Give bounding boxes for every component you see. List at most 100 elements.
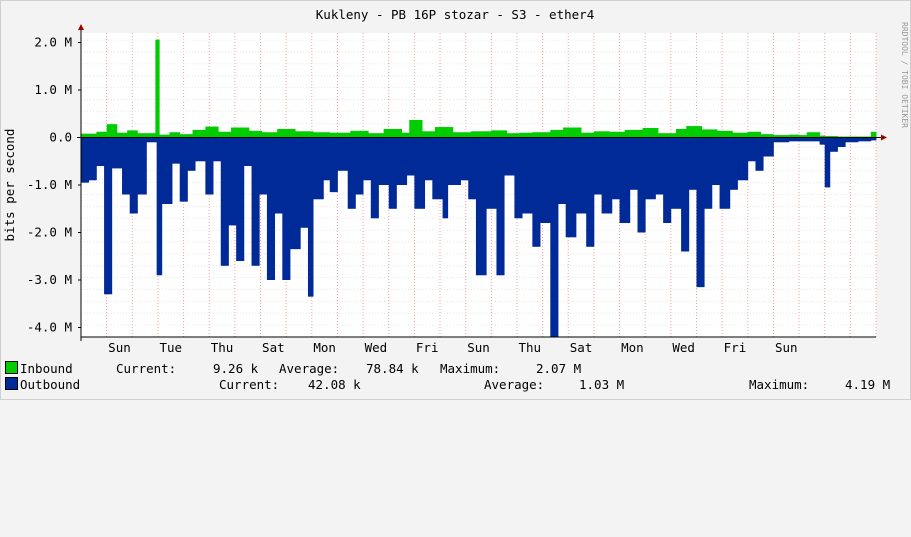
inbound-area-segment — [196, 129, 199, 138]
outbound-area-segment — [95, 137, 97, 181]
outbound-area-segment — [91, 137, 93, 181]
outbound-area-segment — [275, 137, 278, 214]
inbound-area-segment — [101, 131, 104, 138]
outbound-area-segment — [414, 137, 417, 209]
inbound-area-segment — [102, 131, 105, 138]
outbound-area-segment — [587, 137, 590, 247]
outbound-area-segment — [323, 137, 326, 181]
outbound-area-segment — [619, 137, 622, 223]
outbound-area-segment — [752, 137, 755, 162]
outbound-area-segment — [696, 137, 699, 288]
outbound-area-segment — [781, 137, 783, 143]
inbound-area-segment — [254, 130, 256, 138]
inbound-area-segment — [327, 132, 329, 138]
outbound-area-segment — [851, 137, 854, 143]
inbound-area-segment — [179, 134, 182, 138]
inbound-area-segment — [286, 128, 288, 138]
inbound-area-segment — [723, 130, 726, 138]
inbound-area-segment — [802, 135, 805, 138]
outbound-area-segment — [175, 137, 178, 164]
inbound-area-segment — [469, 132, 472, 138]
inbound-area-segment — [632, 129, 635, 138]
inbound-area-segment — [555, 129, 558, 138]
outbound-area-segment — [842, 137, 845, 147]
inbound-area-segment — [656, 128, 659, 138]
inbound-area-segment — [305, 131, 308, 138]
outbound-area-segment — [465, 137, 468, 181]
outbound-area-segment — [492, 137, 495, 209]
outbound-area-segment — [641, 137, 644, 233]
inbound-area-segment — [399, 128, 401, 138]
inbound-area-segment — [790, 134, 792, 138]
inbound-area-segment — [677, 128, 679, 138]
y-axis-arrow — [78, 24, 84, 30]
outbound-area-segment — [157, 137, 160, 276]
inbound-area-segment — [828, 136, 831, 138]
inbound-area-segment — [791, 134, 794, 138]
inbound-area-segment — [569, 127, 572, 138]
outbound-area-segment — [524, 137, 527, 214]
outbound-area-segment — [699, 137, 701, 288]
inbound-area-segment — [291, 128, 293, 138]
inbound-area-segment — [420, 119, 423, 138]
inbound-area-segment — [722, 130, 724, 138]
inbound-area-segment — [731, 130, 733, 138]
inbound-area-segment — [209, 126, 211, 138]
outbound-area-segment — [661, 137, 664, 195]
inbound-area-segment — [546, 132, 549, 138]
outbound-area-segment — [705, 137, 708, 209]
outbound-area-segment — [529, 137, 532, 214]
inbound-area-segment — [181, 134, 183, 138]
inbound-area-segment — [207, 126, 210, 138]
inbound-area-segment — [415, 119, 418, 138]
inbound-area-segment — [134, 130, 137, 138]
outbound-area-segment — [382, 137, 385, 185]
inbound-area-segment — [218, 131, 220, 138]
outbound-area-segment — [189, 137, 192, 171]
outbound-area-segment — [424, 137, 427, 181]
inbound-area-segment — [496, 130, 499, 138]
outbound-area-segment — [407, 137, 410, 176]
outbound-area-segment — [102, 137, 105, 166]
inbound-area-segment — [586, 132, 588, 138]
inbound-area-segment — [241, 127, 243, 138]
outbound-area-segment — [523, 137, 526, 214]
inbound-area-segment — [629, 129, 632, 138]
inbound-area-segment — [736, 132, 738, 138]
outbound-area-segment — [434, 137, 437, 200]
inbound-area-segment — [123, 132, 125, 138]
outbound-area-segment — [281, 137, 283, 214]
outbound-area-segment — [765, 137, 768, 157]
inbound-area-segment — [143, 133, 146, 138]
inbound-area-segment — [706, 129, 709, 138]
outbound-area-segment — [806, 137, 809, 142]
outbound-area-segment — [92, 137, 95, 181]
outbound-area-segment — [124, 137, 127, 195]
outbound-area-segment — [134, 137, 137, 214]
outbound-area-segment — [429, 137, 432, 181]
outbound-area-segment — [110, 137, 113, 295]
inbound-area-segment — [616, 131, 619, 138]
inbound-area-segment — [684, 128, 687, 138]
inbound-area-segment — [805, 135, 808, 138]
inbound-area-segment — [405, 132, 408, 138]
inbound-area-segment — [666, 133, 669, 138]
inbound-area-segment — [164, 134, 167, 138]
outbound-area-segment — [741, 137, 744, 181]
outbound-area-segment — [410, 137, 413, 176]
inbound-area-segment — [669, 133, 672, 138]
inbound-area-segment — [107, 124, 110, 138]
inbound-area-segment — [261, 132, 264, 138]
inbound-area-segment — [820, 135, 823, 138]
outbound-area-segment — [604, 137, 606, 214]
outbound-area-segment — [868, 137, 870, 142]
inbound-area-segment — [527, 132, 529, 138]
outbound-area-segment — [238, 137, 241, 261]
inbound-area-segment — [189, 134, 192, 138]
outbound-area-segment — [566, 137, 569, 238]
inbound-area-segment — [692, 126, 695, 138]
outbound-area-segment — [278, 137, 281, 214]
outbound-area-segment — [673, 137, 676, 209]
inbound-area-segment — [640, 129, 642, 138]
inbound-area-segment — [750, 131, 753, 138]
